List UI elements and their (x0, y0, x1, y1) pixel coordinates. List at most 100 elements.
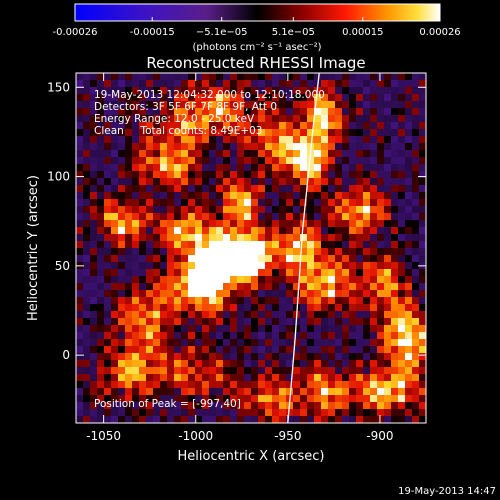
heatmap-cell (230, 297, 238, 305)
heatmap-cell (335, 346, 343, 354)
heatmap-cell (181, 311, 189, 319)
heatmap-cell (237, 304, 245, 312)
heatmap-cell (111, 353, 119, 361)
heatmap-cell (293, 171, 301, 179)
heatmap-cell (125, 367, 133, 375)
heatmap-cell (83, 171, 91, 179)
heatmap-cell (237, 409, 245, 417)
heatmap-cell (230, 248, 238, 256)
heatmap-cell (230, 269, 238, 277)
heatmap-cell (97, 325, 105, 333)
heatmap-cell (244, 94, 252, 102)
heatmap-cell (265, 234, 273, 242)
heatmap-cell (195, 164, 203, 172)
heatmap-cell (237, 325, 245, 333)
heatmap-cell (174, 192, 182, 200)
heatmap-cell (237, 311, 245, 319)
heatmap-cell (370, 122, 378, 130)
heatmap-cell (349, 185, 357, 193)
heatmap-cell (237, 94, 245, 102)
heatmap-cell (398, 122, 406, 130)
heatmap-cell (139, 374, 147, 382)
heatmap-cell (216, 241, 224, 249)
heatmap-cell (167, 73, 175, 81)
heatmap-cell (405, 332, 413, 340)
heatmap-cell (328, 115, 336, 123)
heatmap-cell (223, 136, 231, 144)
heatmap-cell (405, 311, 413, 319)
heatmap-cell (111, 297, 119, 305)
heatmap-cell (118, 122, 126, 130)
heatmap-cell (195, 213, 203, 221)
heatmap-cell (251, 325, 259, 333)
heatmap-cell (293, 178, 301, 186)
heatmap-cell (258, 136, 266, 144)
heatmap-cell (356, 374, 364, 382)
heatmap-cell (111, 388, 119, 396)
heatmap-cell (265, 353, 273, 361)
heatmap-cell (335, 185, 343, 193)
heatmap-cell (153, 143, 161, 151)
heatmap-cell (384, 304, 392, 312)
heatmap-cell (363, 374, 371, 382)
heatmap-cell (321, 185, 329, 193)
heatmap-cell (321, 108, 329, 116)
heatmap-cell (314, 346, 322, 354)
heatmap-cell (335, 150, 343, 158)
heatmap-cell (97, 409, 105, 417)
heatmap-cell (188, 339, 196, 347)
heatmap-cell (223, 101, 231, 109)
heatmap-cell (230, 206, 238, 214)
heatmap-cell (279, 318, 287, 326)
heatmap-cell (202, 346, 210, 354)
heatmap-cell (293, 262, 301, 270)
heatmap-cell (132, 360, 140, 368)
heatmap-cell (230, 416, 238, 423)
heatmap-cell (349, 122, 357, 130)
heatmap-cell (195, 73, 203, 81)
heatmap-cell (265, 395, 273, 403)
heatmap-cell (391, 409, 399, 417)
heatmap-cell (265, 276, 273, 284)
heatmap-cell (279, 304, 287, 312)
heatmap-cell (76, 318, 84, 326)
heatmap-cell (307, 129, 315, 137)
heatmap-cell (90, 101, 98, 109)
heatmap-cell (265, 157, 273, 165)
heatmap-cell (314, 248, 322, 256)
heatmap-cell (237, 150, 245, 158)
heatmap-cell (97, 339, 105, 347)
heatmap-cell (265, 360, 273, 368)
heatmap-cell (412, 143, 420, 151)
heatmap-cell (188, 178, 196, 186)
heatmap-cell (167, 199, 175, 207)
heatmap-cell (391, 311, 399, 319)
heatmap-cell (174, 318, 182, 326)
heatmap-cell (181, 416, 189, 423)
heatmap-cell (139, 353, 147, 361)
heatmap-cell (314, 94, 322, 102)
heatmap-cell (174, 136, 182, 144)
heatmap-cell (391, 346, 399, 354)
heatmap-cell (244, 241, 252, 249)
heatmap-cell (83, 178, 91, 186)
heatmap-cell (181, 157, 189, 165)
heatmap-cell (328, 367, 336, 375)
heatmap-cell (244, 220, 252, 228)
heatmap-cell (349, 339, 357, 347)
heatmap-cell (335, 234, 343, 242)
heatmap-cell (195, 367, 203, 375)
heatmap-cell (76, 234, 84, 242)
heatmap-cell (125, 332, 133, 340)
heatmap-cell (118, 402, 126, 410)
heatmap-cell (419, 318, 426, 326)
heatmap-cell (314, 311, 322, 319)
heatmap-cell (293, 220, 301, 228)
heatmap-cell (412, 367, 420, 375)
heatmap-cell (377, 143, 385, 151)
heatmap-cell (412, 157, 420, 165)
heatmap-cell (188, 157, 196, 165)
heatmap-cell (237, 290, 245, 298)
heatmap-cell (314, 101, 322, 109)
heatmap-cell (209, 122, 217, 130)
